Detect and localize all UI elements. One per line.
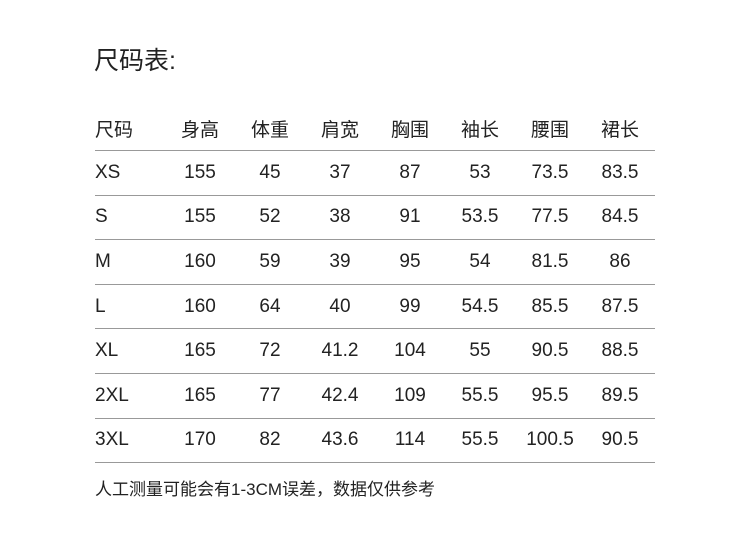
table-cell: 3XL [95,418,165,464]
table-cell: 90.5 [585,418,655,464]
table-cell: 43.6 [305,418,375,464]
measurement-note: 人工测量可能会有1-3CM误差，数据仅供参考 [95,480,436,499]
page-title: 尺码表: [94,47,176,75]
table-cell: XS [95,150,165,196]
table-cell: 165 [165,373,235,419]
table-cell: M [95,239,165,285]
table-cell: 114 [375,418,445,464]
table-cell: 81.5 [515,239,585,285]
column-header: 胸围 [375,108,445,151]
table-cell: 109 [375,373,445,419]
table-cell: 155 [165,150,235,196]
table-cell: 83.5 [585,150,655,196]
table-row: 3XL 170 82 43.6 114 55.5 100.5 90.5 [95,418,655,464]
column-header: 肩宽 [305,108,375,151]
table-cell: 87 [375,150,445,196]
table-cell: 54.5 [445,284,515,330]
table-cell: 72 [235,328,305,374]
column-header: 裙长 [585,108,655,151]
table-cell: 55.5 [445,418,515,464]
column-header: 尺码 [95,108,165,151]
table-cell: 41.2 [305,328,375,374]
table-row: XS 155 45 37 87 53 73.5 83.5 [95,150,655,196]
table-cell: 155 [165,195,235,241]
table-cell: 91 [375,195,445,241]
column-header: 袖长 [445,108,515,151]
table-cell: S [95,195,165,241]
table-cell: 59 [235,239,305,285]
table-cell: L [95,284,165,330]
table-header-row: 尺码 身高 体重 肩宽 胸围 袖长 腰围 裙长 [95,108,655,151]
table-row: S 155 52 38 91 53.5 77.5 84.5 [95,195,655,241]
table-cell: 160 [165,239,235,285]
table-cell: 42.4 [305,373,375,419]
column-header: 体重 [235,108,305,151]
table-cell: 100.5 [515,418,585,464]
table-cell: 77 [235,373,305,419]
table-cell: 77.5 [515,195,585,241]
table-cell: 85.5 [515,284,585,330]
table-cell: 82 [235,418,305,464]
table-cell: XL [95,328,165,374]
table-cell: 53.5 [445,195,515,241]
table-cell: 55.5 [445,373,515,419]
table-cell: 38 [305,195,375,241]
table-cell: 104 [375,328,445,374]
table-cell: 52 [235,195,305,241]
table-cell: 64 [235,284,305,330]
table-row: M 160 59 39 95 54 81.5 86 [95,239,655,285]
table-cell: 160 [165,284,235,330]
table-row: L 160 64 40 99 54.5 85.5 87.5 [95,284,655,330]
table-cell: 86 [585,239,655,285]
table-cell: 99 [375,284,445,330]
table-cell: 95 [375,239,445,285]
table-cell: 40 [305,284,375,330]
table-cell: 2XL [95,373,165,419]
table-row: XL 165 72 41.2 104 55 90.5 88.5 [95,328,655,374]
table-cell: 39 [305,239,375,285]
size-chart-table: 尺码 身高 体重 肩宽 胸围 袖长 腰围 裙长 XS 155 45 37 87 53 73.5 83.5 S 1… [95,108,655,464]
table-cell: 73.5 [515,150,585,196]
table-cell: 37 [305,150,375,196]
table-cell: 54 [445,239,515,285]
column-header: 腰围 [515,108,585,151]
table-cell: 88.5 [585,328,655,374]
table-row: 2XL 165 77 42.4 109 55.5 95.5 89.5 [95,373,655,419]
table-cell: 55 [445,328,515,374]
table-cell: 165 [165,328,235,374]
table-cell: 95.5 [515,373,585,419]
table-cell: 45 [235,150,305,196]
table-cell: 87.5 [585,284,655,330]
column-header: 身高 [165,108,235,151]
table-cell: 170 [165,418,235,464]
table-cell: 84.5 [585,195,655,241]
table-cell: 53 [445,150,515,196]
table-cell: 90.5 [515,328,585,374]
table-cell: 89.5 [585,373,655,419]
